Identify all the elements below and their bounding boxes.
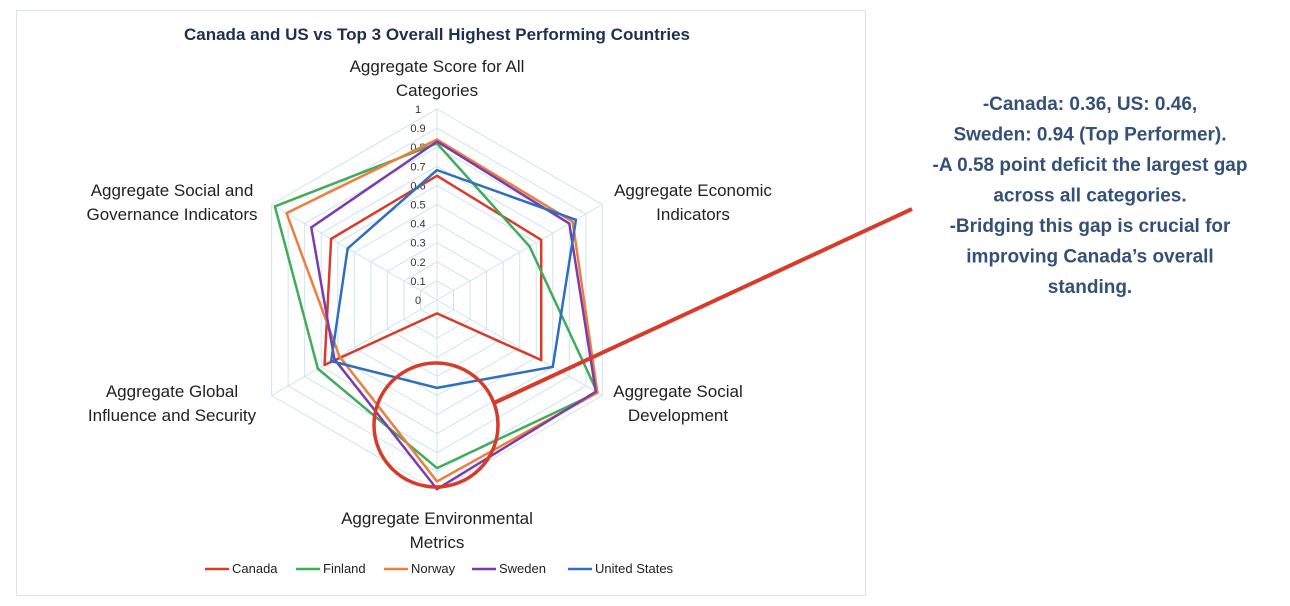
- tick-label: 0.5: [410, 200, 425, 212]
- grid-spoke: [271, 299, 438, 396]
- annotation-line: -A 0.58 point deficit the largest gap: [933, 155, 1248, 176]
- grid-spoke: [271, 204, 438, 301]
- legend-label: Canada: [232, 561, 278, 576]
- callout-line: [493, 207, 913, 405]
- callout: [372, 207, 913, 489]
- annotation-text: -Canada: 0.36, US: 0.46, Sweden: 0.94 (To…: [933, 94, 1248, 298]
- category-label: Aggregate Environmental Metrics: [341, 509, 533, 552]
- annotation-line: Sweden: 0.94 (Top Performer).: [953, 125, 1226, 146]
- annotation-line: across all categories.: [993, 186, 1186, 207]
- tick-label: 1: [415, 104, 421, 116]
- tick-label: 0.9: [410, 123, 425, 135]
- tick-label: 0: [415, 295, 421, 307]
- chart-title: Canada and US vs Top 3 Overall Highest P…: [184, 25, 690, 44]
- tick-label: 0.3: [410, 238, 425, 250]
- legend-label: United States: [595, 561, 674, 576]
- series-line-united-states: [329, 168, 578, 390]
- annotation-line: standing.: [1048, 277, 1132, 298]
- chart-frame: [16, 10, 866, 596]
- category-label: Aggregate Economic Indicators: [614, 181, 772, 224]
- series-line-canada: [323, 174, 543, 367]
- annotation-line: -Canada: 0.36, US: 0.46,: [983, 94, 1197, 115]
- grid-spoke: [436, 299, 603, 396]
- category-label: Aggregate Social Development: [613, 382, 742, 425]
- radial-tick-labels: 00.10.20.30.40.50.60.70.80.91: [410, 104, 425, 307]
- legend-label: Finland: [323, 561, 366, 576]
- series-line-norway: [285, 138, 599, 483]
- category-label: Aggregate Social and Governance Indicator…: [86, 181, 257, 224]
- category-labels: Aggregate Score for All Categories Aggrega…: [86, 57, 772, 552]
- legend-label: Sweden: [499, 561, 546, 576]
- legend: Canada Finland Norway Sweden United States: [205, 561, 674, 576]
- series-lines: [273, 138, 599, 491]
- annotation-line: -Bridging this gap is crucial for: [950, 216, 1231, 237]
- category-label: Aggregate Global Influence and Security: [88, 382, 257, 425]
- category-label: Aggregate Score for All Categories: [350, 57, 525, 100]
- tick-label: 0.7: [410, 161, 425, 173]
- highlight-circle: [372, 361, 500, 489]
- series-line-sweden: [310, 140, 598, 491]
- tick-label: 0.1: [410, 276, 425, 288]
- tick-label: 0.4: [410, 219, 425, 231]
- tick-label: 0.2: [410, 257, 425, 269]
- legend-label: Norway: [411, 561, 456, 576]
- annotation-line: improving Canada’s overall: [966, 247, 1213, 268]
- radar-grid: [271, 108, 603, 492]
- series-line-finland: [273, 142, 599, 470]
